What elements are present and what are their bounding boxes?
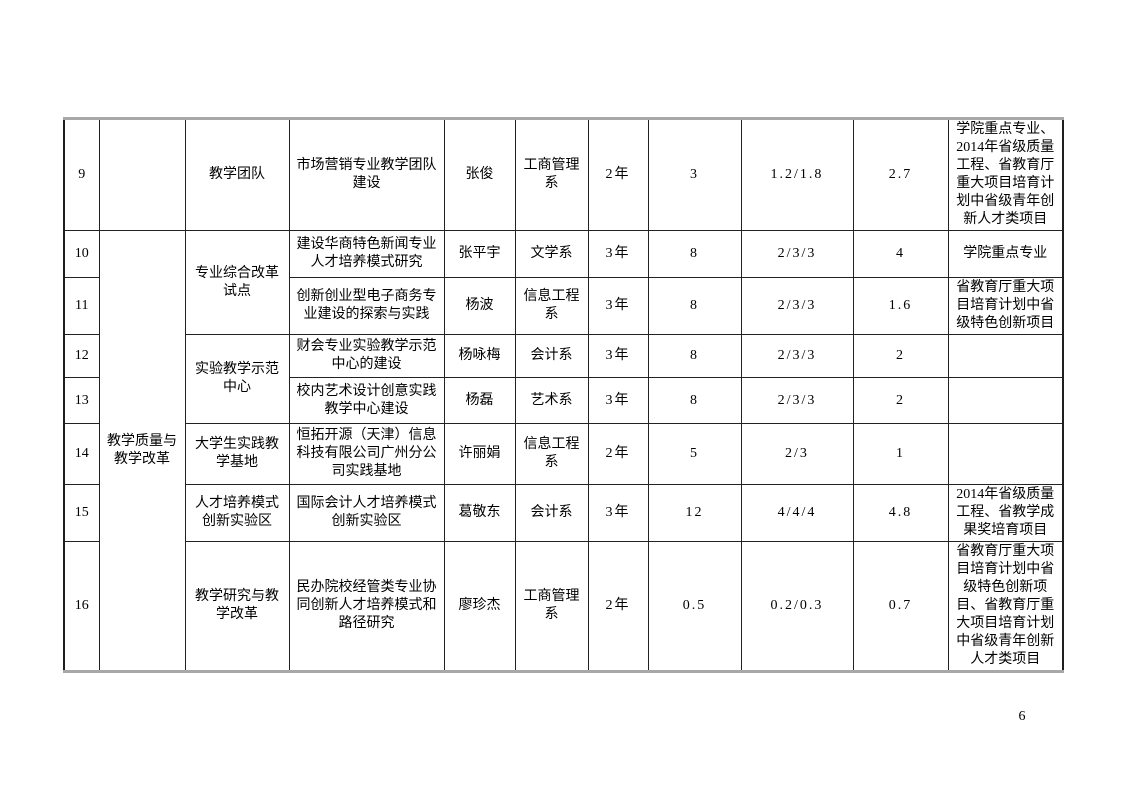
- table-row: 14 大学生实践教学基地 恒拓开源（天津）信息科技有限公司广州分公司实践基地 许…: [63, 423, 1064, 485]
- table-row: 12 实验教学示范中心 财会专业实验教学示范中心的建设 杨咏梅 会计系 3年 8…: [63, 334, 1064, 424]
- cell-department: 工商管理系: [514, 541, 589, 672]
- cell-funds: 8: [647, 334, 742, 378]
- cell-leader: 张俊: [443, 118, 516, 231]
- table-row: 13 校内艺术设计创意实践教学中心建设 杨磊 艺术系 3年 8 2/3/3 2: [63, 377, 1064, 424]
- cell-duration: 3年: [587, 484, 649, 542]
- cell-funds-split: 2/3/3: [740, 277, 854, 335]
- cell-project-name: 创新创业型电子商务专业建设的探索与实践: [288, 277, 445, 335]
- cell-seq: 14: [63, 423, 100, 485]
- cell-department: 会计系: [514, 334, 589, 378]
- cell-note: [947, 377, 1064, 424]
- cell-note: 省教育厅重大项目培育计划中省级特色创新项目: [947, 277, 1064, 335]
- cell-funds-split: 4/4/4: [740, 484, 854, 542]
- cell-project-name: 民办院校经管类专业协同创新人才培养模式和路径研究: [288, 541, 445, 672]
- cell-category: 教学质量与教学改革: [98, 230, 186, 672]
- cell-project-name: 校内艺术设计创意实践教学中心建设: [288, 377, 445, 424]
- cell-type: 人才培养模式创新实验区: [184, 484, 290, 542]
- cell-funds: 3: [647, 118, 742, 231]
- cell-note: 省教育厅重大项目培育计划中省级特色创新项目、省教育厅重大项目培育计划中省级青年创…: [947, 541, 1064, 672]
- cell-note: [947, 334, 1064, 378]
- cell-funds-extra: 1.6: [852, 277, 949, 335]
- cell-type: 实验教学示范中心: [184, 334, 290, 424]
- cell-funds-split: 1.2/1.8: [740, 118, 854, 231]
- cell-funds-split: 2/3/3: [740, 230, 854, 278]
- cell-note: 学院重点专业: [947, 230, 1064, 278]
- cell-funds: 8: [647, 230, 742, 278]
- page-number: 6: [1018, 709, 1026, 724]
- projects-table: 9 教学团队 市场营销专业教学团队建设 张俊 工商管理系 2年 3 1.2/1.…: [63, 117, 1064, 673]
- cell-project-name: 建设华商特色新闻专业人才培养模式研究: [288, 230, 445, 278]
- cell-funds-extra: 4.8: [852, 484, 949, 542]
- cell-type: 大学生实践教学基地: [184, 423, 290, 485]
- cell-funds-split: 2/3/3: [740, 334, 854, 378]
- table-row: 15 人才培养模式创新实验区 国际会计人才培养模式创新实验区 葛敬东 会计系 3…: [63, 484, 1064, 542]
- cell-duration: 3年: [587, 230, 649, 278]
- cell-seq: 13: [63, 377, 100, 424]
- cell-note: 2014年省级质量工程、省教学成果奖培育项目: [947, 484, 1064, 542]
- cell-funds-split: 2/3: [740, 423, 854, 485]
- cell-seq: 11: [63, 277, 100, 335]
- cell-seq: 15: [63, 484, 100, 542]
- cell-duration: 2年: [587, 423, 649, 485]
- cell-funds: 0.5: [647, 541, 742, 672]
- table-row: 9 教学团队 市场营销专业教学团队建设 张俊 工商管理系 2年 3 1.2/1.…: [63, 118, 1064, 231]
- cell-seq: 9: [63, 118, 100, 231]
- cell-funds: 8: [647, 277, 742, 335]
- cell-leader: 廖珍杰: [443, 541, 516, 672]
- cell-funds: 12: [647, 484, 742, 542]
- cell-type: 教学团队: [184, 118, 290, 231]
- cell-department: 文学系: [514, 230, 589, 278]
- cell-department: 信息工程系: [514, 277, 589, 335]
- cell-funds-extra: 2: [852, 377, 949, 424]
- cell-leader: 许丽娟: [443, 423, 516, 485]
- cell-duration: 2年: [587, 541, 649, 672]
- cell-duration: 3年: [587, 334, 649, 378]
- cell-category: [98, 118, 186, 231]
- cell-note: 学院重点专业、2014年省级质量工程、省教育厅重大项目培育计划中省级青年创新人才…: [947, 118, 1064, 231]
- cell-seq: 12: [63, 334, 100, 378]
- cell-funds-split: 0.2/0.3: [740, 541, 854, 672]
- cell-leader: 杨磊: [443, 377, 516, 424]
- cell-department: 信息工程系: [514, 423, 589, 485]
- cell-leader: 葛敬东: [443, 484, 516, 542]
- cell-duration: 3年: [587, 377, 649, 424]
- cell-funds-extra: 2.7: [852, 118, 949, 231]
- cell-funds-extra: 2: [852, 334, 949, 378]
- cell-leader: 杨咏梅: [443, 334, 516, 378]
- cell-duration: 3年: [587, 277, 649, 335]
- cell-note: [947, 423, 1064, 485]
- cell-project-name: 国际会计人才培养模式创新实验区: [288, 484, 445, 542]
- cell-funds-extra: 4: [852, 230, 949, 278]
- cell-duration: 2年: [587, 118, 649, 231]
- table-row: 16 教学研究与教学改革 民办院校经管类专业协同创新人才培养模式和路径研究 廖珍…: [63, 541, 1064, 672]
- cell-seq: 16: [63, 541, 100, 672]
- cell-funds: 5: [647, 423, 742, 485]
- cell-leader: 杨波: [443, 277, 516, 335]
- cell-funds: 8: [647, 377, 742, 424]
- cell-funds-extra: 1: [852, 423, 949, 485]
- cell-type: 教学研究与教学改革: [184, 541, 290, 672]
- cell-department: 会计系: [514, 484, 589, 542]
- cell-type: 专业综合改革试点: [184, 230, 290, 335]
- cell-leader: 张平宇: [443, 230, 516, 278]
- cell-project-name: 恒拓开源（天津）信息科技有限公司广州分公司实践基地: [288, 423, 445, 485]
- cell-project-name: 财会专业实验教学示范中心的建设: [288, 334, 445, 378]
- cell-project-name: 市场营销专业教学团队建设: [288, 118, 445, 231]
- cell-seq: 10: [63, 230, 100, 278]
- cell-department: 艺术系: [514, 377, 589, 424]
- table-row: 10 教学质量与教学改革 专业综合改革试点 建设华商特色新闻专业人才培养模式研究…: [63, 230, 1064, 672]
- cell-department: 工商管理系: [514, 118, 589, 231]
- cell-funds-split: 2/3/3: [740, 377, 854, 424]
- cell-funds-extra: 0.7: [852, 541, 949, 672]
